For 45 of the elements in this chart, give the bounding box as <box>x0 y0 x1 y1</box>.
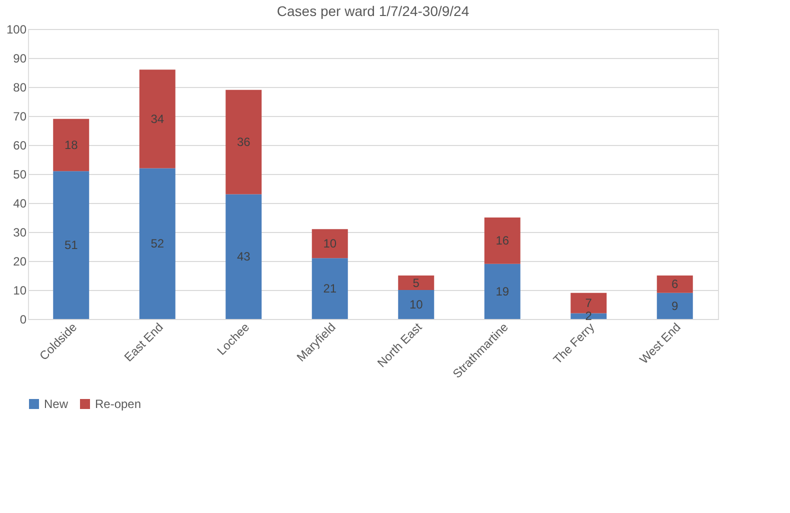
y-tick-label: 10 <box>13 284 27 298</box>
data-label: 19 <box>496 284 510 298</box>
data-label: 6 <box>672 277 679 292</box>
legend-label: Re-open <box>95 397 142 411</box>
bar <box>656 276 693 293</box>
data-label: 43 <box>236 250 251 264</box>
chart-title: Cases per ward 1/7/24-30/9/24 <box>276 3 470 19</box>
y-tick-label: 100 <box>6 22 27 36</box>
y-tick-label: 90 <box>13 52 27 66</box>
bar <box>53 118 90 172</box>
data-label: 10 <box>323 236 337 251</box>
data-label: 9 <box>672 298 679 313</box>
bar <box>398 290 434 319</box>
legend-label: New <box>44 397 68 411</box>
bar <box>139 168 176 319</box>
bar <box>484 218 520 264</box>
bar <box>53 171 90 319</box>
data-label: 5 <box>412 276 420 290</box>
data-label: 10 <box>409 298 424 312</box>
bar <box>226 90 262 194</box>
bar <box>656 292 693 319</box>
y-tick-label: 40 <box>13 196 27 210</box>
y-tick-label: 20 <box>13 254 27 268</box>
data-label: 52 <box>150 236 164 251</box>
y-tick-label: 60 <box>13 138 27 152</box>
bar <box>226 194 262 319</box>
bar <box>570 292 607 314</box>
data-label: 36 <box>236 135 251 150</box>
bar <box>398 276 434 290</box>
data-label: 21 <box>323 282 337 296</box>
bar <box>312 229 348 258</box>
data-label: 34 <box>150 112 164 126</box>
data-label: 51 <box>64 238 78 252</box>
data-label: 16 <box>496 234 510 248</box>
y-tick-label: 70 <box>13 110 27 124</box>
data-label: 7 <box>585 296 592 310</box>
y-tick-label: 80 <box>13 80 27 94</box>
data-label: 18 <box>64 138 78 152</box>
bar <box>570 313 607 319</box>
y-tick-label: 50 <box>13 168 27 182</box>
bar <box>139 70 176 168</box>
bar <box>312 258 348 319</box>
bar <box>484 264 520 319</box>
y-tick-label: 0 <box>20 312 27 326</box>
y-tick-label: 30 <box>13 226 27 240</box>
